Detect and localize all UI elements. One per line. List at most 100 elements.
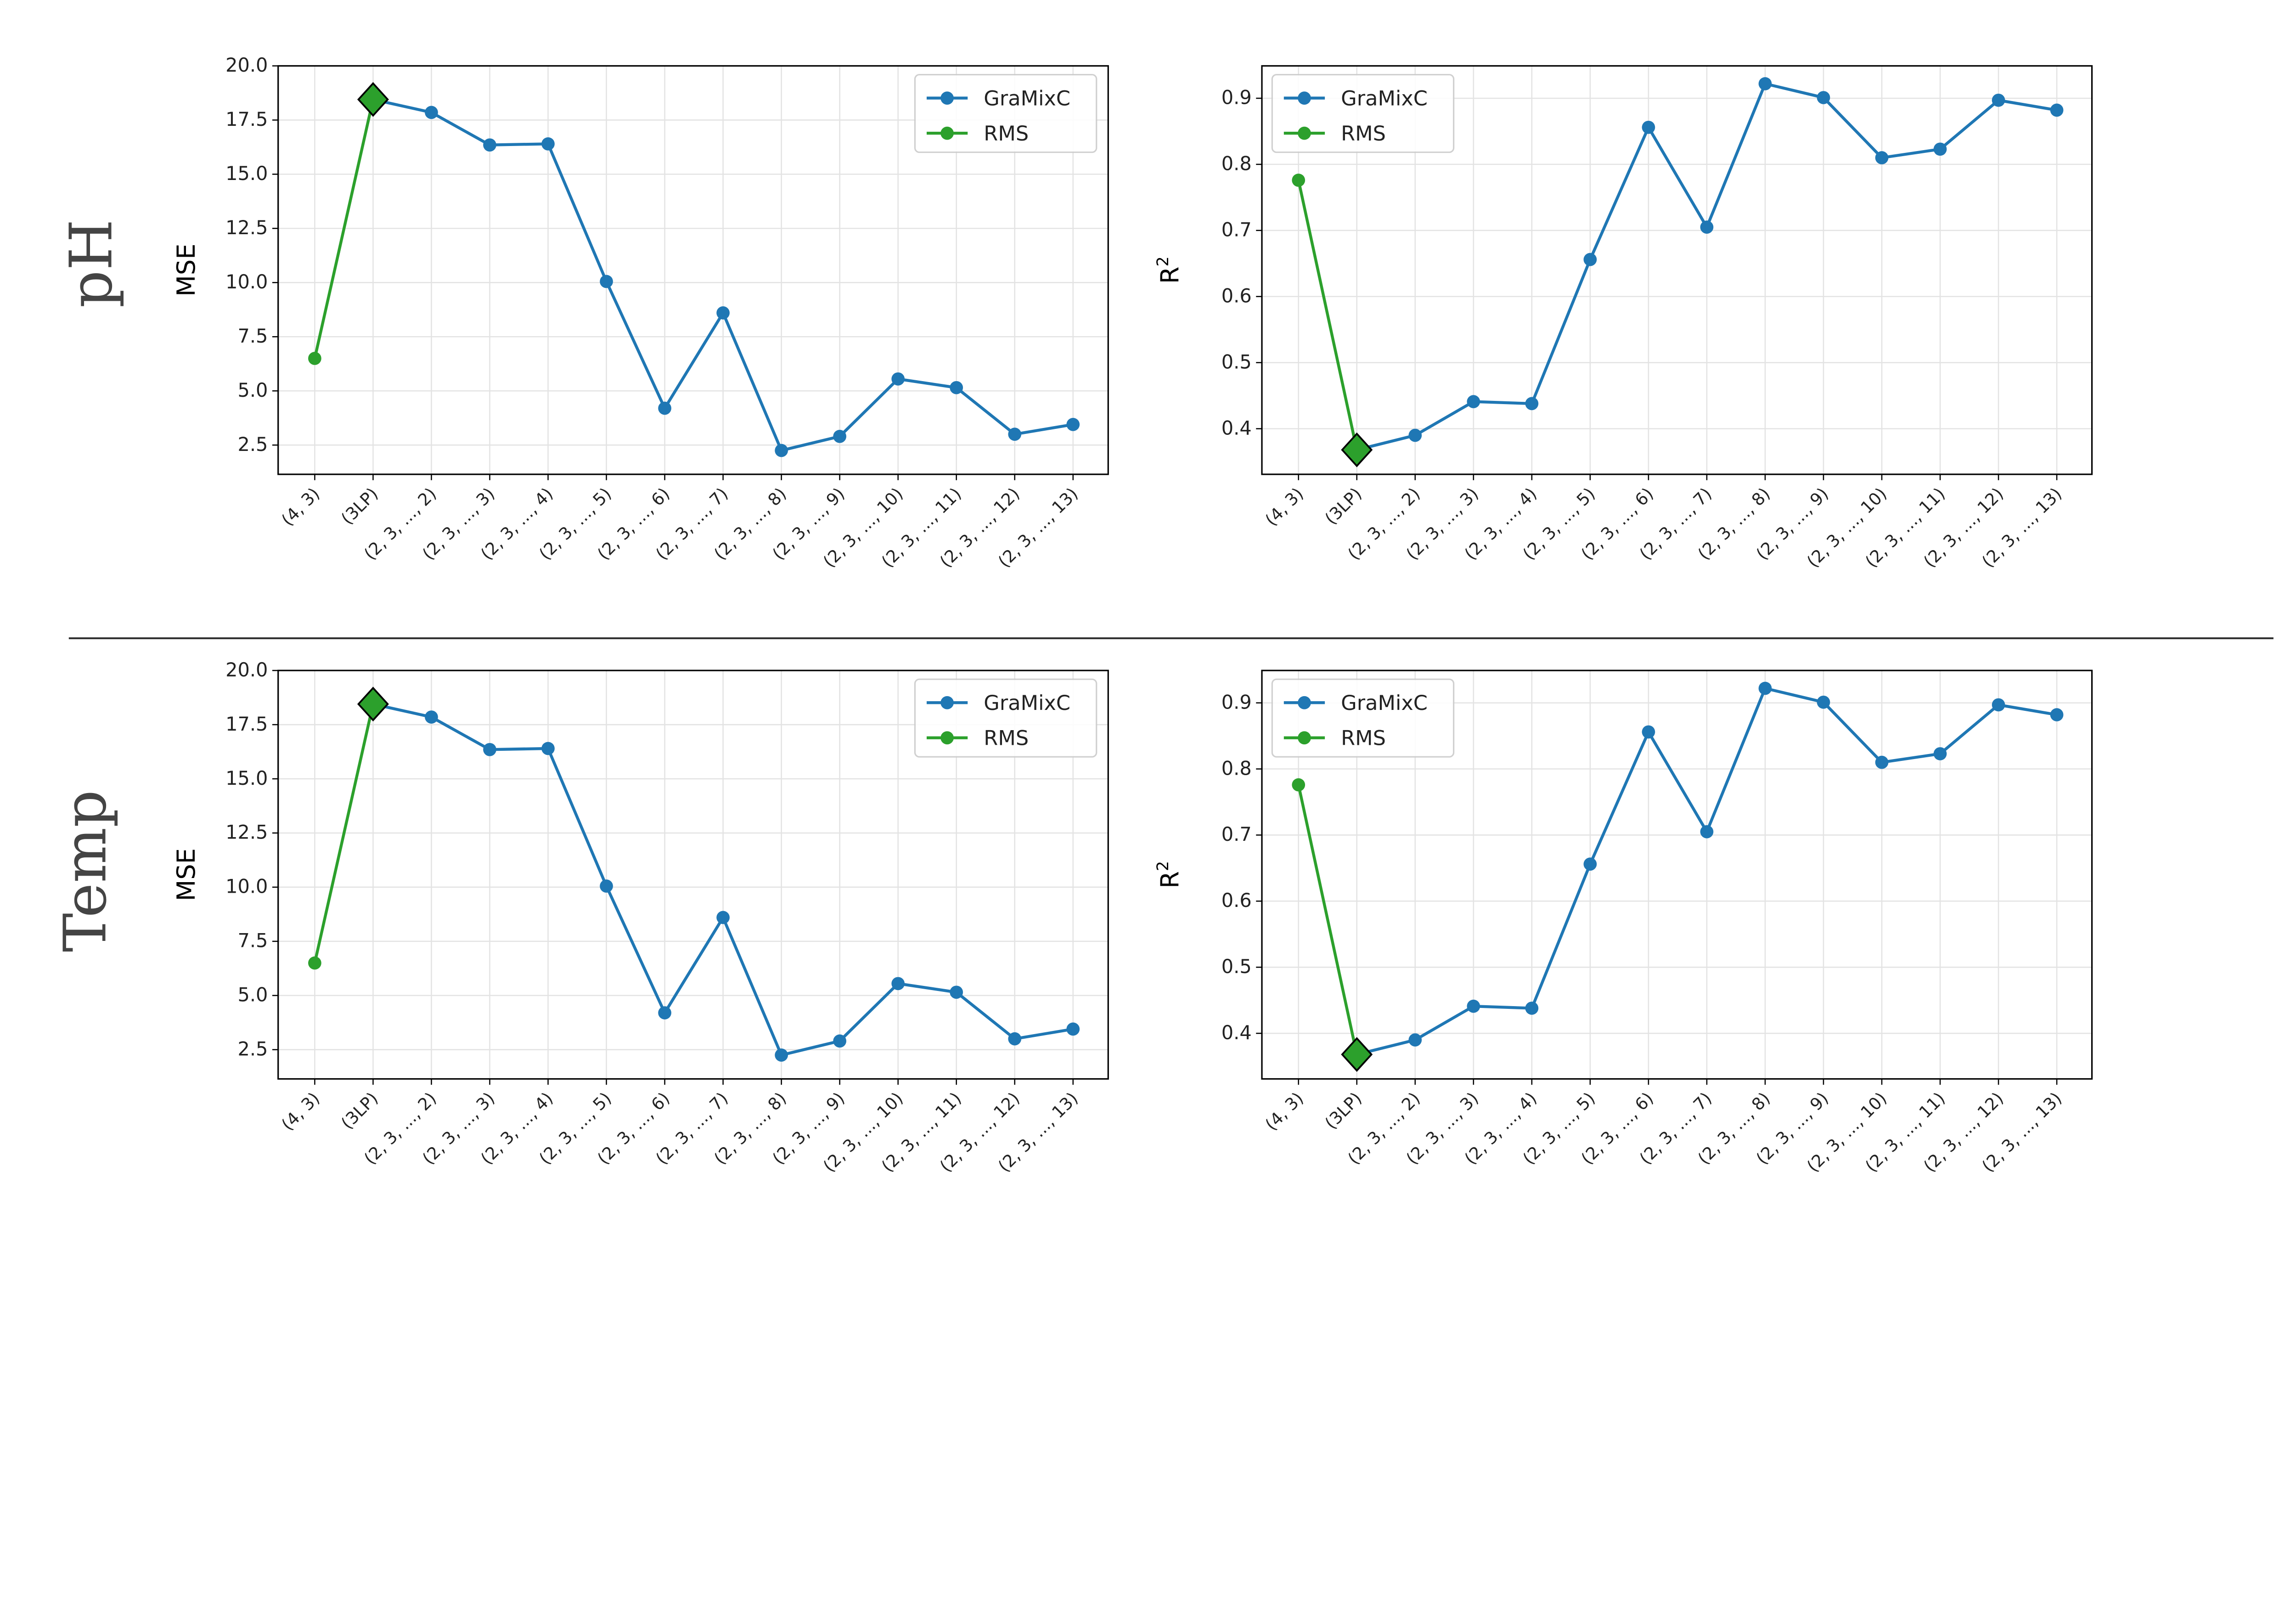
legend: GraMixC RMS <box>914 678 1097 758</box>
highlight-diamond-marker <box>1341 432 1373 467</box>
y-tick-label: 7.5 <box>237 325 268 347</box>
data-point-gramixc <box>833 1034 847 1048</box>
y-tick-label: 0.6 <box>1221 889 1252 912</box>
legend-label-gramixc: GraMixC <box>984 87 1070 111</box>
data-point-gramixc <box>950 381 963 394</box>
axes-frame <box>277 65 1109 475</box>
legend-label-gramixc: GraMixC <box>1341 691 1428 715</box>
data-point-gramixc <box>1583 253 1597 266</box>
y-tick-label: 5.0 <box>237 984 268 1006</box>
y-tick-label: 15.0 <box>225 767 268 789</box>
data-point-gramixc <box>425 710 438 724</box>
data-point-gramixc <box>658 401 671 415</box>
data-point-gramixc <box>1933 747 1947 760</box>
data-point-gramixc <box>1467 395 1480 408</box>
chart-2: (4, 3) (3LP)(2, 3, ..., 2)(2, 3, ..., 3)(… <box>1154 65 2093 571</box>
data-point-rms <box>1292 778 1306 792</box>
data-point-gramixc <box>1642 120 1655 134</box>
data-point-gramixc <box>1525 397 1539 411</box>
y-axis-label: MSE <box>172 848 201 901</box>
y-tick-label: 0.5 <box>1221 351 1252 373</box>
y-tick-label: 0.9 <box>1221 691 1252 713</box>
data-point-gramixc <box>1758 77 1772 90</box>
y-tick-label: 2.5 <box>237 1038 268 1060</box>
data-point-gramixc <box>1875 151 1889 164</box>
y-tick-label: 5.0 <box>237 379 268 401</box>
data-point-gramixc <box>483 138 496 152</box>
data-point-gramixc <box>1008 1032 1022 1046</box>
data-point-gramixc <box>950 985 963 999</box>
data-point-gramixc <box>1066 1022 1080 1036</box>
data-point-gramixc <box>833 429 847 443</box>
chart-1: (4, 3) (3LP)(2, 3, ..., 2)(2, 3, ..., 3)(… <box>172 54 1109 571</box>
series-line-rms <box>313 704 375 963</box>
legend: GraMixC RMS <box>914 73 1097 153</box>
series-line-rms <box>1297 180 1358 450</box>
data-point-gramixc <box>775 1048 788 1062</box>
y-tick-label: 0.4 <box>1221 417 1252 439</box>
chart-4: (4, 3) (3LP)(2, 3, ..., 2)(2, 3, ..., 3)(… <box>1154 670 2093 1176</box>
legend-marker-gramixc <box>1298 696 1311 709</box>
axes-frame <box>1261 65 2093 475</box>
data-point-gramixc <box>716 911 730 924</box>
data-point-gramixc <box>2050 708 2064 721</box>
legend-label-rms: RMS <box>984 726 1029 750</box>
legend-marker-rms <box>940 126 954 140</box>
x-tick-label: (4, 3) <box>1261 1088 1307 1134</box>
row-label-temp: Temp <box>52 790 120 952</box>
x-tick-label: (3LP) <box>337 484 382 528</box>
data-point-rms <box>308 352 321 365</box>
data-point-gramixc <box>483 743 496 756</box>
highlight-diamond-marker <box>357 687 389 722</box>
x-tick-label: (4, 3) <box>1261 484 1307 529</box>
y-tick-label: 0.5 <box>1221 956 1252 978</box>
data-point-gramixc <box>716 306 730 320</box>
x-tick-label: (4, 3) <box>277 1088 323 1134</box>
y-tick-label: 0.7 <box>1221 823 1252 845</box>
y-tick-label: 15.0 <box>225 163 268 185</box>
data-point-gramixc <box>600 275 613 288</box>
y-tick-label: 0.9 <box>1221 87 1252 109</box>
axes-frame <box>277 670 1109 1080</box>
x-tick-label: (3LP) <box>337 1088 382 1133</box>
y-tick-label: 0.6 <box>1221 285 1252 307</box>
y-tick-label: 10.0 <box>225 876 268 898</box>
data-point-gramixc <box>1408 428 1422 442</box>
legend-label-gramixc: GraMixC <box>1341 87 1428 111</box>
legend: GraMixC RMS <box>1271 73 1455 153</box>
series-line-rms <box>1297 784 1358 1055</box>
row-label-ph: pH <box>57 219 125 308</box>
chart-3: (4, 3) (3LP)(2, 3, ..., 2)(2, 3, ..., 3)(… <box>172 659 1109 1176</box>
figure: pH Temp (4, 3) (3LP)(2, 3, ..., 2)(2, 3, … <box>52 54 2273 1176</box>
y-axis-label: MSE <box>172 243 201 296</box>
y-tick-label: 12.5 <box>225 822 268 844</box>
data-point-gramixc <box>891 977 905 991</box>
data-point-gramixc <box>1583 857 1597 871</box>
y-tick-label: 0.8 <box>1221 757 1252 779</box>
data-point-gramixc <box>1642 725 1655 739</box>
y-tick-label: 7.5 <box>237 930 268 952</box>
data-point-gramixc <box>1758 681 1772 695</box>
data-point-gramixc <box>1817 91 1830 104</box>
y-tick-label: 12.5 <box>225 217 268 239</box>
legend-label-rms: RMS <box>1341 122 1386 146</box>
plots-group: (4, 3) (3LP)(2, 3, ..., 2)(2, 3, ..., 3)(… <box>172 54 2093 1176</box>
data-point-rms <box>1292 174 1306 187</box>
legend: GraMixC RMS <box>1271 678 1455 758</box>
y-tick-label: 17.5 <box>225 713 268 735</box>
y-tick-label: 0.4 <box>1221 1022 1252 1044</box>
data-point-gramixc <box>1875 755 1889 769</box>
data-point-gramixc <box>541 137 555 151</box>
data-point-gramixc <box>891 372 905 386</box>
legend-marker-rms <box>940 731 954 745</box>
y-axis-label: R2 <box>1154 861 1184 889</box>
legend-label-rms: RMS <box>984 122 1029 146</box>
legend-label-gramixc: GraMixC <box>984 691 1070 715</box>
superscript-2: 2 <box>1154 861 1172 871</box>
legend-marker-gramixc <box>1298 91 1311 105</box>
data-point-gramixc <box>600 879 613 893</box>
data-point-gramixc <box>658 1006 671 1019</box>
data-point-gramixc <box>1817 695 1830 709</box>
data-point-gramixc <box>1467 999 1480 1013</box>
data-point-gramixc <box>775 444 788 457</box>
